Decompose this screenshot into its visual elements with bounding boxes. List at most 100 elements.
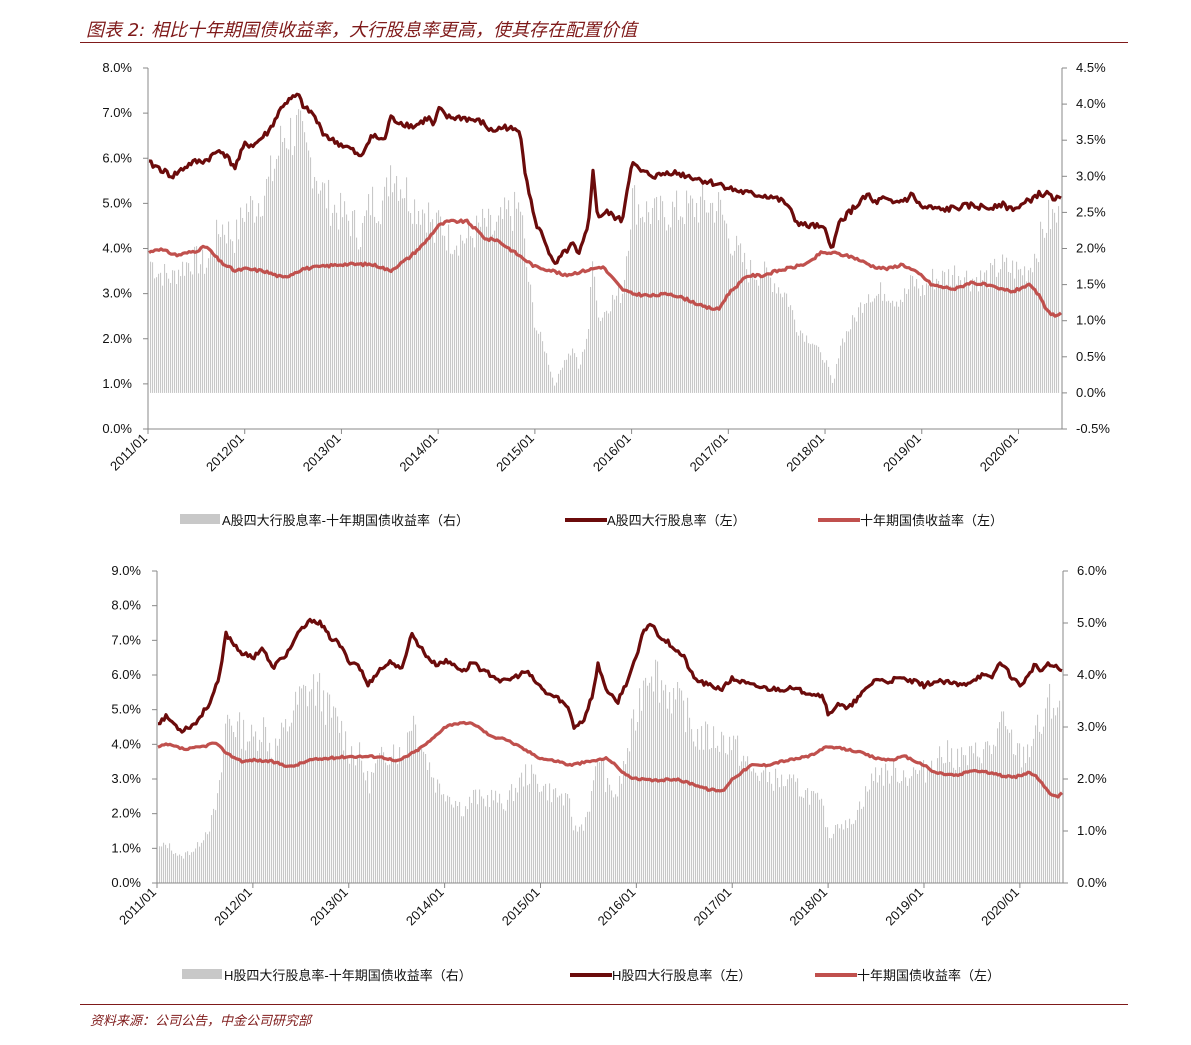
spread-bar — [894, 306, 896, 393]
spread-bar — [487, 795, 489, 884]
spread-bar — [724, 220, 726, 393]
spread-bar — [679, 688, 681, 884]
right-tick-label: 3.5% — [1076, 132, 1106, 147]
spread-bar — [543, 785, 545, 884]
spread-bar — [267, 751, 269, 884]
spread-bar — [512, 230, 514, 393]
spread-bar — [216, 219, 218, 393]
spread-bar — [340, 192, 342, 393]
spread-bar — [990, 262, 992, 393]
spread-bar — [856, 321, 858, 393]
spread-bar — [615, 794, 617, 884]
spread-bar — [614, 299, 616, 393]
spread-bar — [940, 286, 942, 393]
spread-bar — [483, 798, 485, 884]
spread-bar — [367, 770, 369, 884]
spread-bar — [863, 806, 865, 884]
spread-bar — [625, 764, 627, 884]
spread-bar — [850, 329, 852, 393]
spread-bar — [781, 774, 783, 884]
spread-bar — [756, 279, 758, 393]
spread-bar — [1049, 683, 1051, 884]
spread-bar — [830, 375, 832, 393]
spread-bar — [643, 680, 645, 884]
spread-bar — [931, 760, 933, 884]
spread-bar — [1032, 272, 1034, 393]
spread-bar — [669, 692, 671, 884]
spread-bar — [978, 291, 980, 393]
spread-bar — [930, 281, 932, 393]
spread-bar — [171, 850, 173, 884]
spread-bar — [914, 286, 916, 393]
spread-bar — [734, 250, 736, 393]
legend-swatch-spread — [180, 514, 220, 524]
spread-bar — [901, 781, 903, 884]
spread-bar — [915, 769, 917, 884]
spread-bar — [455, 800, 457, 884]
spread-bar — [704, 200, 706, 393]
spread-bar — [446, 250, 448, 393]
spread-bar — [697, 728, 699, 884]
spread-bar — [256, 216, 258, 393]
spread-bar — [313, 674, 315, 884]
spread-bar — [319, 673, 321, 884]
x-tick-label: 2016/01 — [590, 431, 634, 475]
spread-bar — [1023, 746, 1025, 884]
x-tick-label: 2020/01 — [977, 431, 1021, 475]
spread-bar — [240, 207, 242, 393]
spread-bar — [252, 200, 254, 393]
spread-bar — [516, 208, 518, 393]
spread-bar — [839, 828, 841, 884]
spread-bar — [748, 282, 750, 393]
spread-bar — [816, 345, 818, 393]
spread-bar — [783, 786, 785, 884]
right-tick-label: 6.0% — [1077, 563, 1107, 578]
spread-bar — [952, 275, 954, 393]
spread-bar — [173, 853, 175, 884]
spread-bar — [725, 753, 727, 884]
spread-bar — [717, 745, 719, 884]
spread-bar — [498, 215, 500, 393]
chart-h-svg: 0.0% 1.0% 2.0% 3.0% 4.0% 5.0% 6.0% 7.0% 8.0% 9.0%… — [111, 563, 1107, 983]
spread-bar — [800, 330, 802, 393]
spread-bar — [638, 204, 640, 393]
right-tick-label: 0.0% — [1076, 385, 1106, 400]
spread-bar — [1010, 272, 1012, 393]
spread-bar — [1018, 269, 1020, 393]
spread-bar — [1043, 726, 1045, 884]
spread-bar — [674, 207, 676, 393]
spread-bar — [665, 684, 667, 884]
spread-bar — [209, 831, 211, 884]
spread-bar — [243, 719, 245, 884]
spread-bar — [608, 313, 610, 393]
spread-bar — [392, 192, 394, 393]
spread-bar — [984, 272, 986, 393]
spread-bar — [152, 262, 154, 393]
spread-bar — [438, 210, 440, 393]
spread-bar — [212, 256, 214, 393]
spread-bar — [165, 844, 167, 884]
right-tick-label: 5.0% — [1077, 615, 1107, 630]
spread-bar — [950, 285, 952, 393]
spread-bar — [1016, 261, 1018, 393]
spread-bar — [1051, 718, 1053, 884]
spread-bar — [328, 179, 330, 393]
spread-bar — [388, 196, 390, 393]
spread-bar — [374, 216, 376, 393]
spread-bar — [1030, 267, 1032, 393]
spread-bar — [695, 746, 697, 884]
spread-bar — [551, 802, 553, 884]
spread-bar — [203, 840, 205, 884]
spread-bar — [411, 730, 413, 884]
right-tick-label: 0.0% — [1077, 875, 1107, 890]
spread-bar — [408, 211, 410, 393]
spread-bar — [732, 255, 734, 393]
spread-bar — [253, 736, 255, 884]
spread-bar — [924, 295, 926, 393]
spread-bar — [365, 780, 367, 884]
spread-bar — [698, 222, 700, 393]
spread-bar — [509, 790, 511, 884]
spread-bar — [611, 790, 613, 884]
spread-bar — [623, 760, 625, 884]
legend-label: A股四大行股息率-十年期国债收益率（右） — [222, 513, 469, 528]
